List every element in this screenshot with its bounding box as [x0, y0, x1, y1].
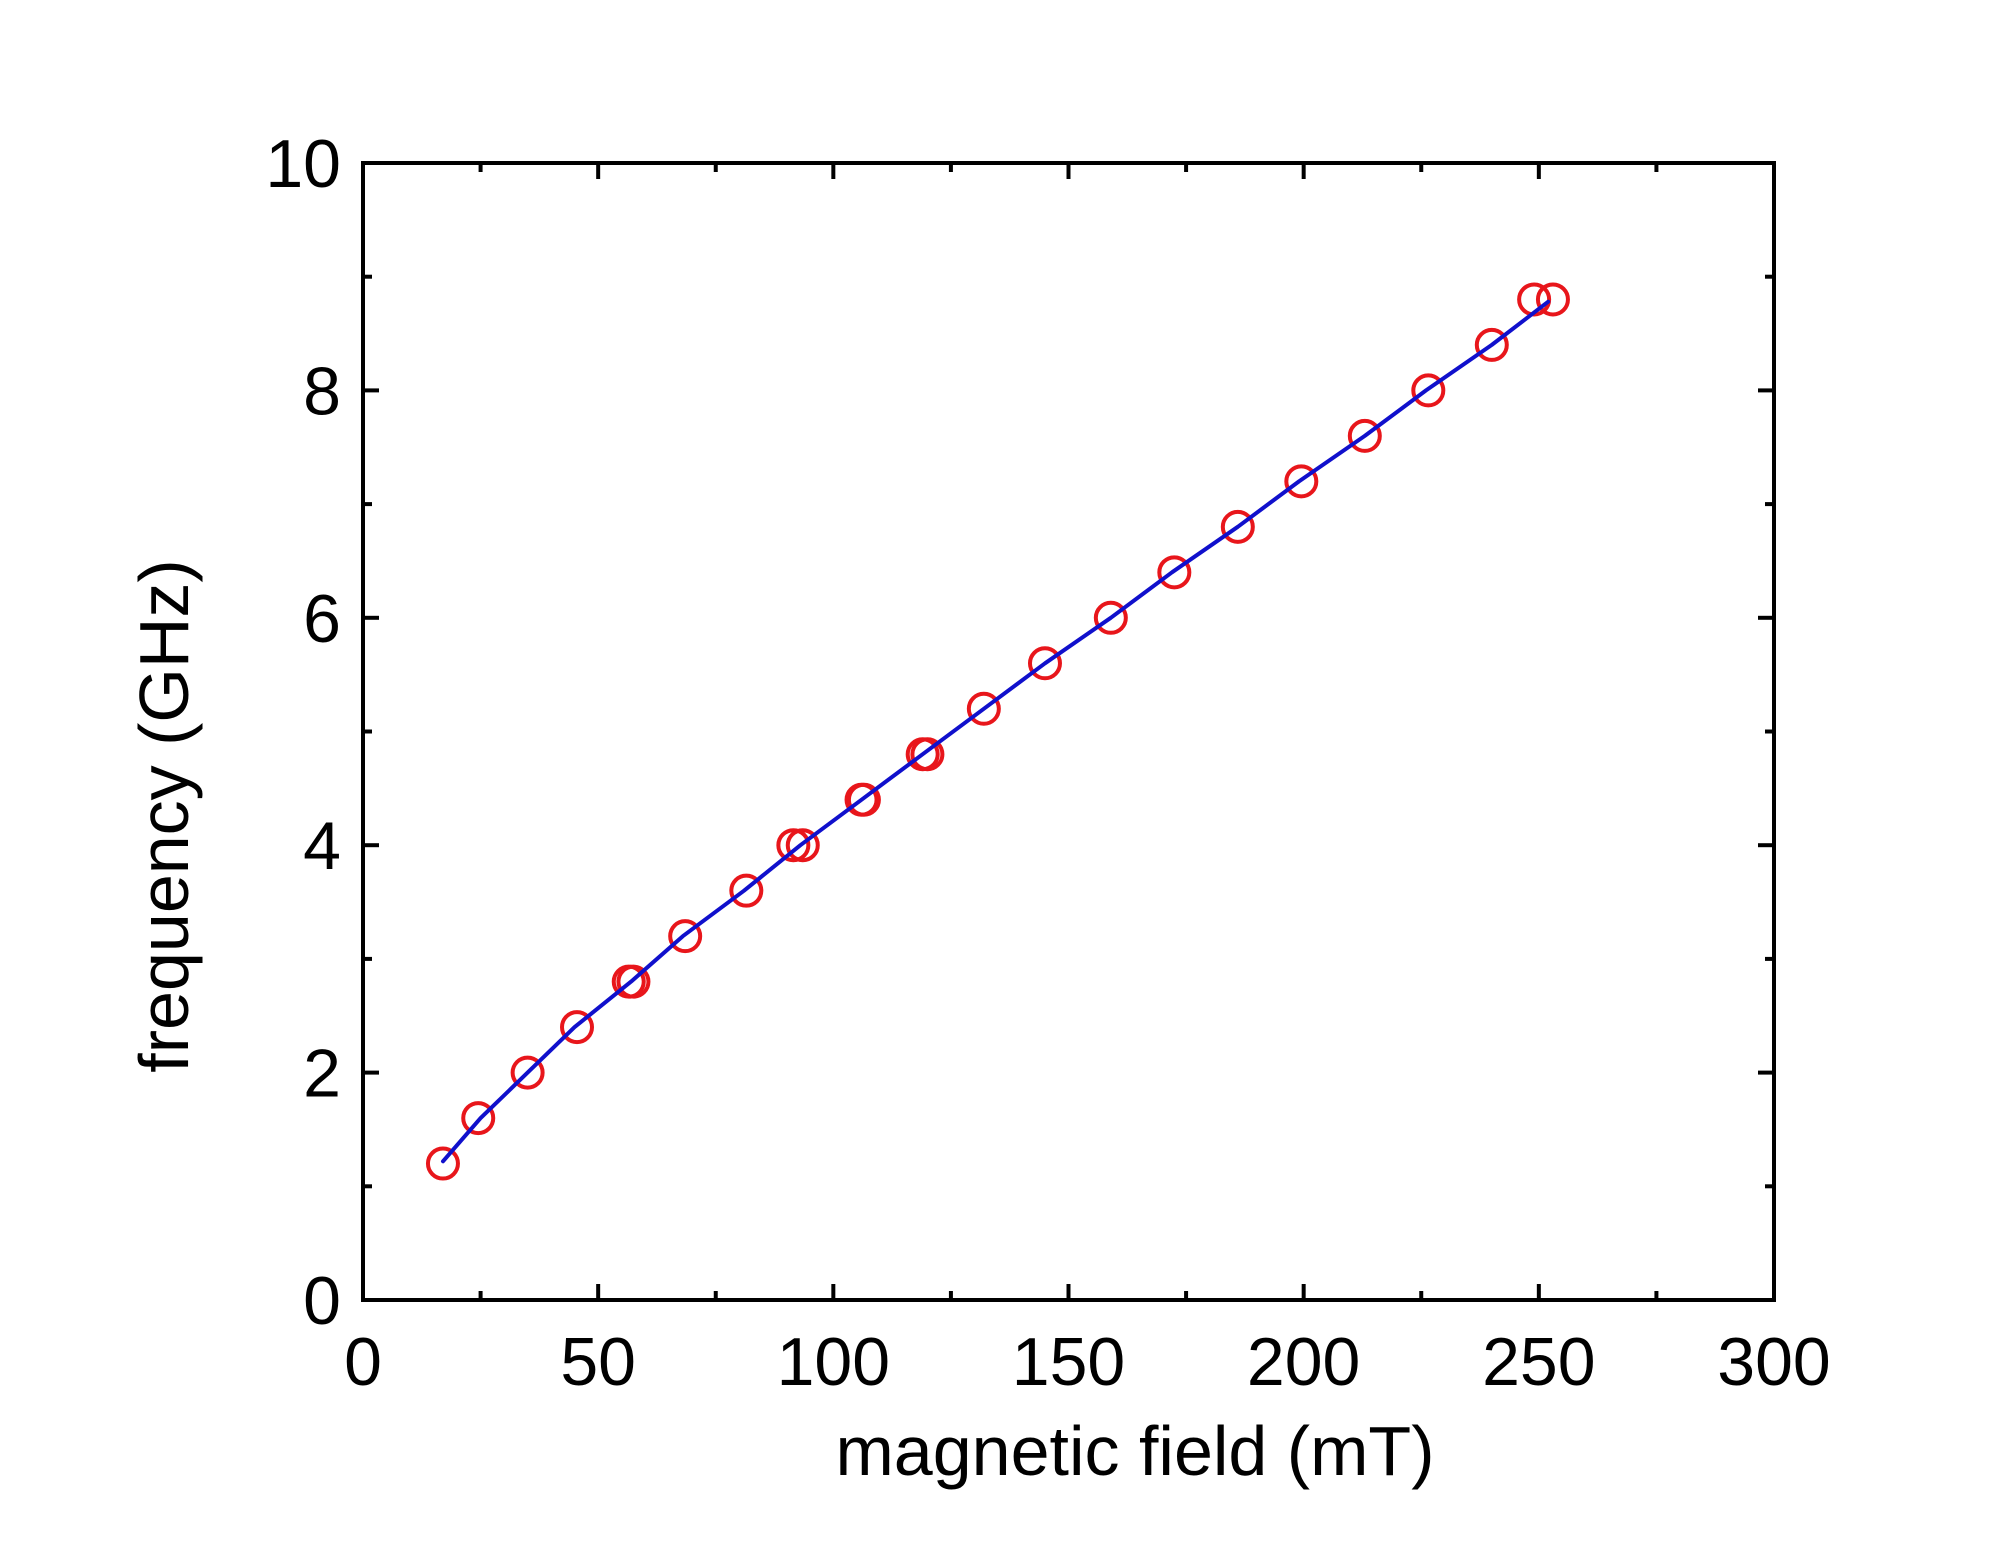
data-point [785, 828, 820, 863]
data-point [846, 782, 881, 817]
x-tick-label: 300 [1717, 1324, 1830, 1400]
data-point [1474, 327, 1509, 362]
y-axis-title: frequency (GHz) [125, 559, 203, 1072]
data-point [1411, 373, 1446, 408]
data-point [510, 1055, 545, 1090]
x-tick-label: 250 [1482, 1324, 1595, 1400]
data-point [776, 828, 811, 863]
data-point [616, 964, 651, 999]
data-point [1093, 600, 1128, 635]
x-tick-label: 200 [1247, 1324, 1360, 1400]
data-point [461, 1101, 496, 1136]
data-point [729, 873, 764, 908]
y-tick-label: 2 [303, 1036, 341, 1112]
x-axis-title: magnetic field (mT) [835, 1412, 1434, 1490]
y-tick-label: 8 [303, 353, 341, 429]
data-point [966, 691, 1001, 726]
x-tick-label: 100 [777, 1324, 890, 1400]
y-tick-label: 6 [303, 581, 341, 657]
tick-labels: 0 50 100 150 200 250 300 0 2 4 6 8 10 [265, 126, 1830, 1400]
fit-line [441, 299, 1551, 1164]
data-point [910, 737, 945, 772]
data-point [668, 919, 703, 954]
x-tick-label: 150 [1012, 1324, 1125, 1400]
data-point [1157, 555, 1192, 590]
series-layer [425, 282, 1570, 1181]
y-tick-label: 0 [303, 1263, 341, 1339]
axis-ticks [361, 161, 1776, 1302]
plot-frame [361, 161, 1776, 1302]
data-point [425, 1146, 460, 1181]
data-point [1347, 418, 1382, 453]
y-tick-label: 4 [303, 808, 341, 884]
data-point [1027, 646, 1062, 681]
data-point [1220, 509, 1255, 544]
data-point [1535, 282, 1570, 317]
y-tick-label: 10 [265, 126, 341, 202]
data-point [1284, 464, 1319, 499]
data-point [560, 1010, 595, 1045]
x-tick-label: 0 [344, 1324, 382, 1400]
x-tick-label: 50 [560, 1324, 636, 1400]
